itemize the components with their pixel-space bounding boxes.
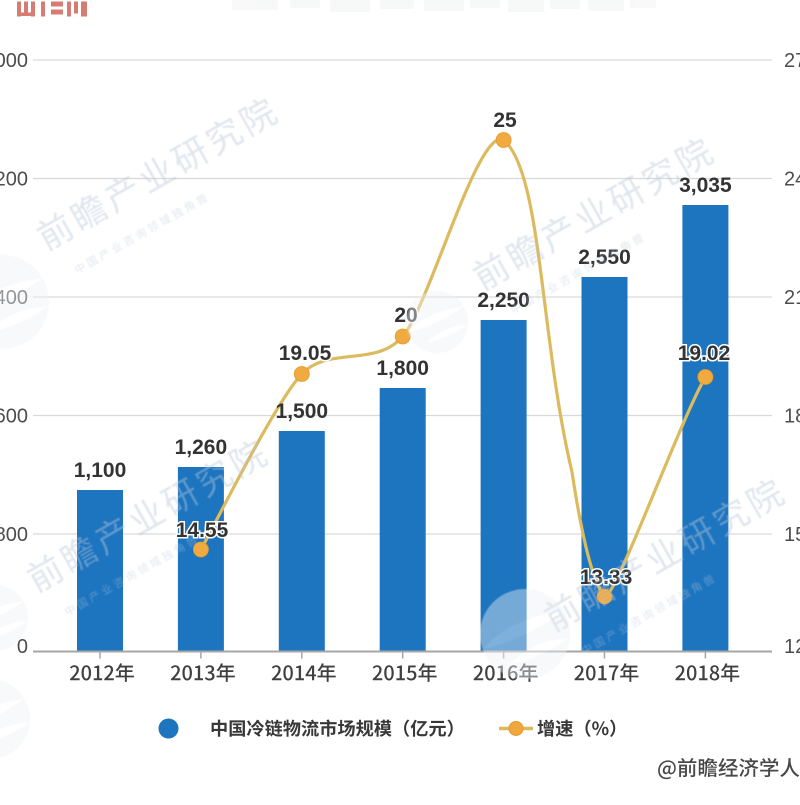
svg-text:3,035: 3,035: [679, 174, 732, 197]
svg-text:18: 18: [784, 406, 800, 428]
svg-text:1,500: 1,500: [276, 400, 329, 423]
svg-text:1,100: 1,100: [74, 459, 127, 482]
svg-text:0: 0: [17, 636, 28, 658]
svg-text:1,800: 1,800: [376, 357, 429, 380]
svg-text:27: 27: [784, 50, 800, 72]
svg-text:800: 800: [0, 524, 28, 546]
svg-text:600: 600: [0, 406, 28, 428]
svg-text:19.05: 19.05: [279, 342, 332, 365]
svg-text:21: 21: [784, 287, 800, 309]
svg-text:19.02: 19.02: [678, 342, 731, 365]
svg-text:14.55: 14.55: [176, 519, 229, 542]
svg-text:200: 200: [0, 169, 28, 191]
svg-text:25: 25: [493, 109, 517, 132]
svg-text:24: 24: [784, 169, 800, 191]
svg-text:15: 15: [784, 524, 800, 546]
svg-text:2,250: 2,250: [477, 289, 530, 312]
svg-text:000: 000: [0, 50, 28, 72]
svg-text:1,260: 1,260: [175, 436, 228, 459]
svg-text:12: 12: [784, 636, 800, 658]
